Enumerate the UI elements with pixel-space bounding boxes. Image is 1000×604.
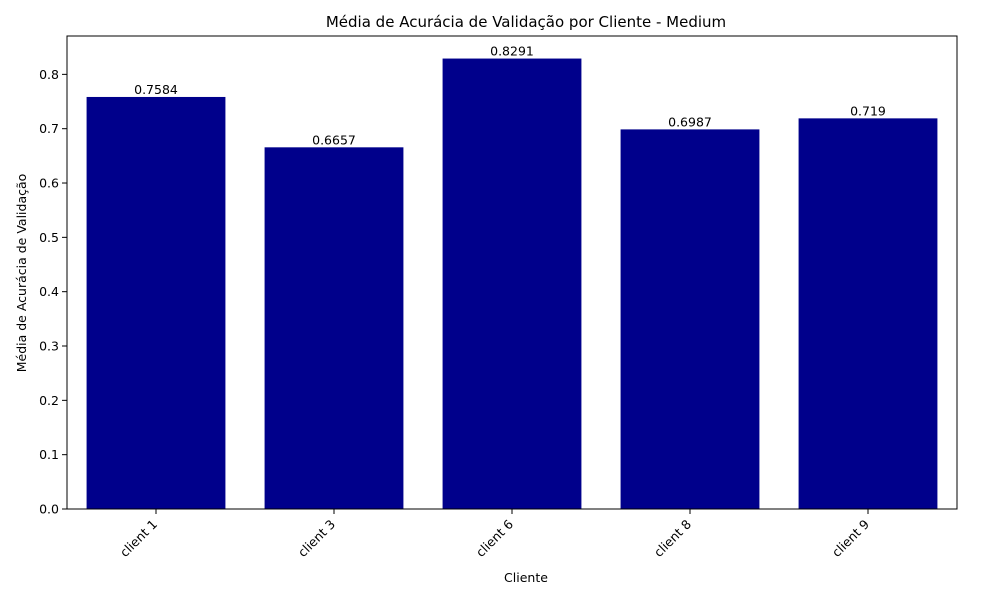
bar-client-1 [86, 96, 226, 510]
plot-area: 0.7584 client 1 0.6657 client 3 0.8291 client… [39, 35, 958, 560]
x-tick-label: client 3 [295, 517, 338, 560]
y-tick-label: 0.0 [39, 502, 59, 517]
chart-title: Média de Acurácia de Validação por Clien… [326, 13, 726, 31]
x-tick-label: client 8 [651, 516, 694, 559]
bar-value-label: 0.6657 [312, 132, 356, 147]
y-axis-label: Média de Acurácia de Validação [14, 174, 29, 373]
y-tick-label: 0.7 [39, 121, 59, 136]
bar-value-label: 0.6987 [668, 114, 712, 129]
bar-value-label: 0.7584 [134, 82, 178, 97]
y-tick-label: 0.6 [39, 176, 59, 191]
bar-client-9 [798, 118, 938, 510]
y-tick-label: 0.2 [39, 393, 59, 408]
y-tick-label: 0.8 [39, 67, 59, 82]
bar-value-label: 0.8291 [490, 44, 534, 59]
y-tick-label: 0.3 [39, 339, 59, 354]
bar-value-label: 0.719 [850, 103, 886, 118]
plot-frame [66, 35, 958, 510]
bar-client-8 [620, 129, 760, 509]
bar-client-3 [264, 147, 404, 509]
x-tick-label: client 1 [117, 517, 160, 560]
x-tick-label: client 6 [473, 516, 516, 559]
bar-client-6 [442, 58, 582, 510]
y-tick-label: 0.4 [39, 284, 59, 299]
x-axis-label: Cliente [504, 570, 548, 585]
y-tick-label: 0.5 [39, 230, 59, 245]
x-tick-label: client 9 [829, 516, 872, 559]
y-tick-label: 0.1 [39, 447, 59, 462]
